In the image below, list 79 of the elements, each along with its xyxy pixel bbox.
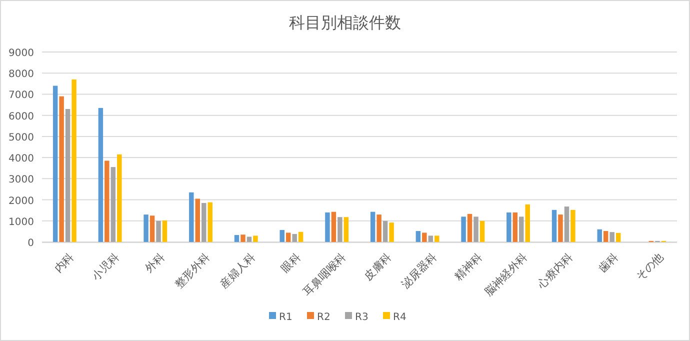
bar [286,232,291,242]
bar [428,236,434,242]
y-tick-label: 1000 [8,216,34,228]
bar [376,214,382,242]
bar [280,230,284,242]
bar [467,214,472,242]
y-tick-label: 5000 [8,132,34,144]
bar [331,212,336,242]
bar [564,206,570,242]
y-tick-label: 6000 [8,111,34,122]
legend-label: R3 [355,312,368,323]
bar [506,212,512,242]
bar [525,204,530,242]
x-tick-label: 産婦人科 [218,250,258,291]
x-tick-label: 心療内科 [534,250,576,292]
bar [240,234,246,242]
bar [603,231,608,242]
bar [189,192,194,242]
bar [422,232,427,242]
bar [150,216,155,242]
bar [208,202,212,242]
bar [461,216,466,242]
bar [110,167,116,242]
y-tick-label: 4000 [8,154,34,165]
y-tick-label: 8000 [8,69,34,80]
legend-label: R4 [393,312,406,323]
bar [597,229,602,242]
bar [292,234,297,242]
bar [558,214,563,242]
bar [370,212,376,242]
bar [552,210,557,242]
x-tick-label: 整形外科 [172,250,213,291]
x-tick-label: 小児科 [89,250,122,284]
bar [195,198,200,242]
bar [162,220,168,242]
x-tick-label: 皮膚科 [361,250,394,284]
bar [65,109,70,242]
bar [416,231,421,242]
x-tick-label: 外科 [142,250,168,276]
bar [382,220,388,242]
y-tick-label: 3000 [8,174,34,186]
bar [59,96,64,242]
chart-title: 科目別相談件数 [289,13,401,32]
y-tick-label: 9000 [8,48,34,59]
x-tick-label: 内科 [52,250,76,276]
bar [344,217,349,242]
bar [202,202,206,242]
bar [434,236,440,242]
bar [104,160,110,242]
x-tick-label: 眼科 [278,250,304,276]
y-tick-label: 0 [28,238,34,249]
y-tick-label: 7000 [8,90,34,102]
x-tick-label: その他 [634,250,666,284]
bar [144,214,148,242]
bar [389,222,394,242]
bar [338,217,342,242]
bar [570,210,576,242]
legend-label: R1 [279,312,292,323]
x-tick-label: 耳鼻咽喉科 [300,250,349,299]
bar [610,232,614,242]
y-tick-label: 2000 [8,196,34,207]
bar [98,108,104,242]
bar [474,216,478,242]
bar [519,216,524,242]
bar [512,212,518,242]
x-tick-label: 歯科 [596,250,621,276]
bar [253,236,258,242]
bar [117,154,122,242]
x-tick-label: 泌尿器科 [399,250,440,291]
bar [480,220,485,242]
bar [246,236,252,242]
bar [325,212,330,242]
legend-label: R2 [317,312,330,323]
bar [72,79,76,242]
bar [616,232,621,242]
bar [52,86,58,242]
bar [156,220,161,242]
bar [234,235,240,242]
bar [298,232,304,242]
